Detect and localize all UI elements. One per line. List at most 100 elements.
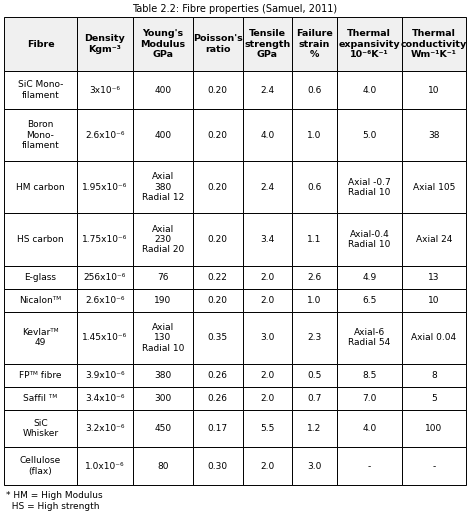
Bar <box>337 387 401 410</box>
Text: * HM = High Modulus: * HM = High Modulus <box>6 491 102 500</box>
Text: Axial
380
Radial 12: Axial 380 Radial 12 <box>142 172 184 202</box>
Bar <box>401 289 466 311</box>
Bar <box>401 71 466 109</box>
Bar <box>133 311 193 364</box>
Text: 0.20: 0.20 <box>208 235 228 244</box>
Text: 0.20: 0.20 <box>208 295 228 305</box>
Bar <box>337 161 401 213</box>
Text: 76: 76 <box>157 272 169 282</box>
Text: Density
Kgm⁻³: Density Kgm⁻³ <box>85 34 125 54</box>
Bar <box>4 364 77 387</box>
Bar <box>77 161 133 213</box>
Text: Thermal
conductivity
Wm⁻¹K⁻¹: Thermal conductivity Wm⁻¹K⁻¹ <box>400 29 467 59</box>
Text: 0.20: 0.20 <box>208 131 228 139</box>
Bar <box>337 410 401 447</box>
Text: E-glass: E-glass <box>24 272 56 282</box>
Bar <box>77 213 133 266</box>
Text: -: - <box>368 462 371 471</box>
Bar <box>337 289 401 311</box>
Text: 1.95x10⁻⁶: 1.95x10⁻⁶ <box>82 183 128 192</box>
Text: Tensile
strength
GPa: Tensile strength GPa <box>244 29 290 59</box>
Bar <box>243 447 292 485</box>
Bar <box>243 266 292 289</box>
Text: Poisson's
ratio: Poisson's ratio <box>193 34 243 54</box>
Text: 2.6: 2.6 <box>307 272 321 282</box>
Bar <box>292 266 337 289</box>
Bar <box>77 364 133 387</box>
Bar <box>193 109 243 161</box>
Text: 0.17: 0.17 <box>208 424 228 433</box>
Text: 13: 13 <box>428 272 439 282</box>
Text: 0.22: 0.22 <box>208 272 228 282</box>
Text: 1.45x10⁻⁶: 1.45x10⁻⁶ <box>82 333 128 342</box>
Bar <box>4 161 77 213</box>
Text: 300: 300 <box>154 394 172 403</box>
Bar <box>4 17 77 71</box>
Bar <box>243 213 292 266</box>
Bar <box>292 447 337 485</box>
Bar <box>193 387 243 410</box>
Text: Axial-6
Radial 54: Axial-6 Radial 54 <box>348 328 391 347</box>
Bar <box>77 17 133 71</box>
Bar <box>77 289 133 311</box>
Text: 256x10⁻⁶: 256x10⁻⁶ <box>84 272 126 282</box>
Bar <box>292 387 337 410</box>
Text: 8: 8 <box>431 371 437 380</box>
Bar <box>77 109 133 161</box>
Text: Kevlarᵀᴹ
49: Kevlarᵀᴹ 49 <box>22 328 59 347</box>
Text: 5.5: 5.5 <box>260 424 274 433</box>
Bar <box>292 410 337 447</box>
Bar <box>292 289 337 311</box>
Text: HS = High strength: HS = High strength <box>6 502 100 511</box>
Bar <box>292 161 337 213</box>
Text: 0.20: 0.20 <box>208 183 228 192</box>
Bar <box>337 109 401 161</box>
Bar <box>77 71 133 109</box>
Bar <box>401 109 466 161</box>
Bar <box>4 447 77 485</box>
Text: Fibre: Fibre <box>27 40 55 49</box>
Text: FPᵀᴹ fibre: FPᵀᴹ fibre <box>19 371 62 380</box>
Bar <box>133 289 193 311</box>
Text: Axial 105: Axial 105 <box>413 183 455 192</box>
Text: 2.0: 2.0 <box>260 371 274 380</box>
Bar <box>133 387 193 410</box>
Bar <box>4 109 77 161</box>
Text: 2.0: 2.0 <box>260 295 274 305</box>
Text: 190: 190 <box>154 295 172 305</box>
Text: SiC
Whisker: SiC Whisker <box>23 419 59 438</box>
Text: 0.6: 0.6 <box>307 183 321 192</box>
Text: Cellulose
(flax): Cellulose (flax) <box>20 457 61 476</box>
Bar <box>193 17 243 71</box>
Text: Nicalonᵀᴹ: Nicalonᵀᴹ <box>19 295 62 305</box>
Bar <box>401 410 466 447</box>
Text: 4.0: 4.0 <box>362 86 376 95</box>
Bar <box>4 387 77 410</box>
Text: Young's
Modulus
GPa: Young's Modulus GPa <box>141 29 186 59</box>
Text: 8.5: 8.5 <box>362 371 376 380</box>
Text: 0.26: 0.26 <box>208 394 228 403</box>
Bar <box>4 213 77 266</box>
Text: Axial-0.4
Radial 10: Axial-0.4 Radial 10 <box>348 230 391 249</box>
Bar <box>243 161 292 213</box>
Text: 4.0: 4.0 <box>362 424 376 433</box>
Bar <box>4 410 77 447</box>
Bar <box>193 311 243 364</box>
Bar <box>77 410 133 447</box>
Bar <box>133 71 193 109</box>
Text: HM carbon: HM carbon <box>16 183 65 192</box>
Text: 3.2x10⁻⁶: 3.2x10⁻⁶ <box>85 424 125 433</box>
Text: 6.5: 6.5 <box>362 295 376 305</box>
Bar <box>193 410 243 447</box>
Text: Boron
Mono-
filament: Boron Mono- filament <box>22 120 59 150</box>
Text: 450: 450 <box>155 424 172 433</box>
Bar <box>133 410 193 447</box>
Bar <box>4 266 77 289</box>
Bar <box>401 17 466 71</box>
Bar <box>292 213 337 266</box>
Text: 2.3: 2.3 <box>307 333 321 342</box>
Text: Thermal
expansivity
10⁻⁶K⁻¹: Thermal expansivity 10⁻⁶K⁻¹ <box>338 29 400 59</box>
Bar <box>77 447 133 485</box>
Text: 0.20: 0.20 <box>208 86 228 95</box>
Text: 3.0: 3.0 <box>307 462 321 471</box>
